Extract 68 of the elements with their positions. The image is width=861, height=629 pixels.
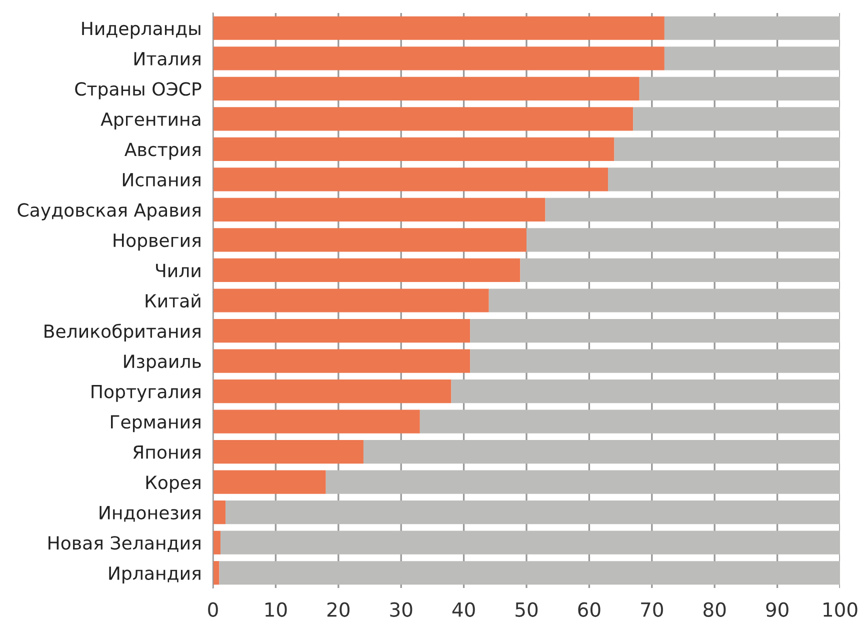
y-tick-label: Саудовская Аравия	[18, 203, 200, 220]
bar	[213, 561, 220, 585]
bar	[664, 46, 840, 70]
bar	[633, 107, 840, 131]
bar	[545, 198, 840, 222]
y-tick-label: Португалия	[92, 384, 200, 402]
bar	[213, 288, 489, 312]
bar	[213, 137, 614, 161]
y-tick-label: Италия	[134, 52, 200, 66]
bar	[213, 258, 520, 282]
x-tick-label: 20	[327, 602, 350, 617]
bar	[470, 318, 840, 343]
bar	[213, 318, 470, 343]
bar	[213, 410, 420, 434]
x-tick-label: 90	[766, 602, 788, 617]
y-tick-label: Германия	[110, 415, 200, 432]
y-tick-label: Норвегия	[114, 234, 200, 251]
bar	[363, 440, 840, 464]
bar	[213, 440, 364, 464]
y-tick-label: Аргентина	[100, 112, 200, 130]
bar	[219, 561, 840, 585]
y-tick-label: Чили	[156, 264, 200, 278]
y-tick-label: Великобритания	[44, 324, 200, 342]
x-tick-label: 30	[390, 602, 412, 617]
x-tick-label: 70	[641, 602, 663, 617]
bar	[213, 228, 526, 252]
bar	[213, 107, 634, 131]
y-tick-label: Испания	[122, 173, 200, 187]
bar	[470, 349, 840, 373]
bar	[526, 228, 840, 252]
bar	[213, 76, 640, 100]
bar	[213, 470, 326, 494]
bar	[326, 470, 840, 494]
bar	[213, 168, 608, 192]
x-tick-label: 10	[265, 602, 287, 617]
bar	[213, 379, 452, 404]
x-tick-label: 50	[516, 602, 538, 617]
bar	[608, 168, 840, 192]
bar	[213, 198, 546, 222]
y-tick-label: Новая Зеландия	[48, 536, 200, 552]
bar	[488, 288, 840, 312]
bar	[213, 530, 221, 554]
y-tick-label: Китай	[146, 294, 200, 308]
x-tick-label: 60	[578, 602, 600, 617]
y-tick-label: Нидерланды	[82, 22, 200, 39]
y-tick-label: Индонезия	[100, 506, 200, 522]
bar	[220, 530, 840, 554]
bar	[520, 258, 840, 282]
x-tick-label: 40	[452, 602, 475, 617]
x-tick-label: 100	[824, 602, 858, 617]
bar	[451, 379, 840, 404]
bar	[226, 500, 840, 524]
bar	[614, 137, 840, 161]
y-tick-label: Австрия	[124, 142, 200, 160]
bar	[664, 16, 840, 40]
y-tick-label: Израиль	[124, 354, 201, 372]
y-tick-label: Корея	[146, 476, 200, 493]
bar	[213, 46, 664, 70]
bar	[639, 76, 840, 100]
bar	[213, 500, 226, 524]
x-tick-label: 80	[704, 602, 726, 617]
y-tick-label: Япония	[133, 446, 200, 459]
bar	[420, 410, 840, 434]
x-tick-label: 0	[208, 602, 218, 617]
bar	[213, 349, 470, 373]
y-tick-label: Страны ОЭСР	[75, 82, 202, 100]
bar	[213, 16, 664, 40]
y-tick-label: Ирландия	[109, 566, 200, 584]
